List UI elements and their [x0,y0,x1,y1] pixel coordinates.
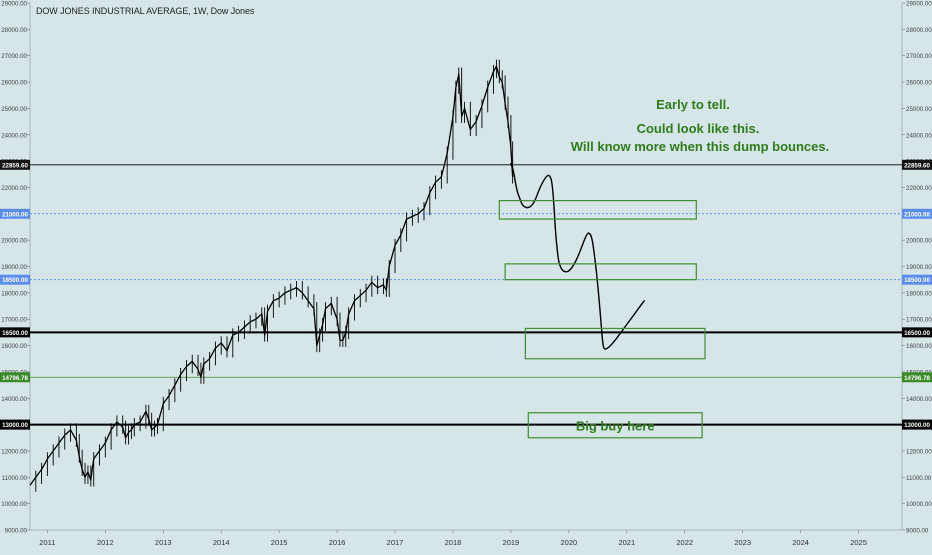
price-badge [902,419,932,430]
y-tick-label-right: 19000.00 [906,264,932,271]
y-tick-label-left: 17000.00 [1,317,27,324]
x-tick-label: 2019 [503,538,520,547]
price-badge [902,274,932,285]
price-badge-label: 13000.00 [904,422,930,429]
y-tick-label-right: 25000.00 [906,106,932,113]
y-tick-label-right: 20000.00 [906,238,932,245]
price-badge [902,372,932,383]
price-badge [0,372,30,383]
y-tick-label-right: 12000.00 [906,448,932,455]
annotation-text: Could look like this. [637,121,760,136]
price-badge [0,419,30,430]
x-tick-label: 2014 [213,538,230,547]
x-tick-label: 2021 [618,538,635,547]
zone-box [498,200,697,220]
y-tick-label-right: 9000.00 [906,528,929,535]
price-badge-label: 14796.78 [904,375,930,382]
y-tick-label-left: 9000.00 [5,528,28,535]
price-badge-label: 21000.00 [2,211,28,218]
price-badge-label: 21000.00 [904,211,930,218]
y-tick-label-left: 11000.00 [2,475,28,482]
price-badge [0,327,30,338]
x-tick-label: 2017 [387,538,404,547]
y-tick-label-right: 10000.00 [906,501,932,508]
x-tick-label: 2018 [445,538,462,547]
y-tick-label-right: 18000.00 [906,290,932,297]
y-tick-label-left: 26000.00 [1,80,27,87]
y-tick-label-left: 28000.00 [1,27,27,34]
price-badge-label: 22859.60 [2,162,28,169]
annotation-text: Will know more when this dump bounces. [571,139,829,154]
y-tick-label-left: 22000.00 [1,185,27,192]
x-tick-label: 2015 [271,538,288,547]
price-badge-label: 16500.00 [904,330,930,337]
y-tick-label-right: 11000.00 [906,475,932,482]
y-tick-label-left: 18000.00 [1,290,27,297]
y-tick-label-right: 29000.00 [906,1,932,8]
x-tick-label: 2023 [734,538,751,547]
projection-path [510,163,645,350]
price-badge [902,159,932,170]
x-tick-label: 2024 [792,538,809,547]
y-tick-label-left: 14000.00 [1,396,27,403]
x-tick-label: 2016 [329,538,346,547]
y-tick-label-left: 25000.00 [1,106,27,113]
price-badge-label: 18500.00 [904,277,930,284]
annotation-text: Early to tell. [656,97,730,112]
price-badge-label: 16500.00 [2,330,28,337]
price-badge-label: 18500.00 [2,277,28,284]
y-tick-label-right: 16000.00 [906,343,932,350]
y-tick-label-left: 20000.00 [1,238,27,245]
y-tick-label-right: 14000.00 [906,396,932,403]
x-tick-label: 2025 [850,538,867,547]
price-badge [0,274,30,285]
x-tick-label: 2012 [97,538,114,547]
x-tick-label: 2022 [676,538,693,547]
y-tick-label-left: 27000.00 [1,53,27,60]
zone-box [524,327,706,360]
price-badge-label: 22859.60 [904,162,930,169]
x-tick-label: 2011 [39,538,55,547]
y-tick-label-right: 26000.00 [906,80,932,87]
y-tick-label-left: 10000.00 [1,501,27,508]
zone-box-label: Big buy here [576,418,655,433]
y-tick-label-right: 22000.00 [906,185,932,192]
y-tick-label-right: 24000.00 [906,132,932,139]
price-badge [902,208,932,219]
zone-box [504,263,697,281]
y-tick-label-left: 24000.00 [1,132,27,139]
y-tick-label-right: 27000.00 [906,53,932,60]
price-badge-label: 13000.00 [2,422,28,429]
price-badge-label: 14796.78 [2,375,28,382]
price-badge [0,159,30,170]
x-tick-label: 2020 [561,538,578,547]
chart-title: DOW JONES INDUSTRIAL AVERAGE, 1W, Dow Jo… [36,6,255,16]
y-tick-label-left: 16000.00 [1,343,27,350]
price-badge [902,327,932,338]
x-tick-label: 2013 [155,538,172,547]
y-tick-label-right: 17000.00 [906,317,932,324]
price-badge [0,208,30,219]
y-tick-label-left: 29000.00 [1,1,27,8]
zone-box [527,412,703,439]
price-series-line [29,65,514,486]
y-tick-label-right: 28000.00 [906,27,932,34]
y-tick-label-left: 19000.00 [1,264,27,271]
y-tick-label-left: 12000.00 [1,448,27,455]
